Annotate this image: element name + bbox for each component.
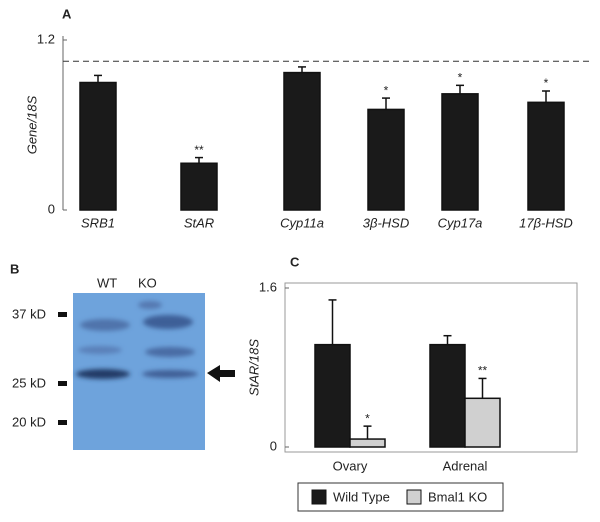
significance-label: *	[384, 83, 389, 97]
x-tick-label: Cyp17a	[438, 215, 483, 230]
marker-label: 25 kD	[12, 375, 46, 390]
marker-tick	[58, 312, 67, 317]
legend-label: Wild Type	[333, 489, 390, 504]
legend-swatch	[406, 489, 422, 505]
significance-label: *	[458, 71, 463, 85]
x-tick-label: 17β-HSD	[519, 215, 573, 230]
significance-label: **	[194, 143, 204, 157]
bar	[180, 162, 218, 211]
x-tick-label: Adrenal	[443, 458, 488, 473]
blot-panel: WT KO 37 kD 25 kD 20 kD B	[10, 261, 235, 450]
legend-label: Bmal1 KO	[428, 489, 487, 504]
y-tick-label: 1.6	[259, 279, 277, 294]
marker-tick	[58, 381, 67, 386]
x-tick-label: 3β-HSD	[363, 215, 409, 230]
bar	[349, 438, 386, 448]
bar	[527, 101, 565, 211]
blot-bands	[76, 301, 198, 379]
bar	[464, 397, 501, 448]
marker-label: 20 kD	[12, 414, 46, 429]
legend-box	[297, 482, 504, 512]
x-tick-label: StAR	[184, 215, 214, 230]
x-tick-label: SRB1	[81, 215, 115, 230]
significance-label: **	[478, 364, 488, 378]
y-axis-label: StAR/18S	[246, 339, 261, 396]
arrow	[207, 365, 235, 382]
marker-label: 37 kD	[12, 306, 46, 321]
y-tick-label: 1.2	[37, 31, 55, 46]
bar	[79, 81, 117, 211]
y-tick-label: 0	[48, 201, 55, 216]
plot-frame	[284, 282, 578, 453]
marker-tick	[58, 420, 67, 425]
bar	[429, 343, 466, 448]
panel-label: A	[62, 6, 72, 21]
significance-label: *	[544, 76, 549, 90]
panel-label: C	[290, 254, 300, 269]
panel-label: B	[10, 261, 19, 276]
bar	[441, 93, 479, 211]
significance-label: *	[365, 411, 370, 425]
y-axis-label: Gene/18S	[24, 95, 39, 154]
legend-swatch	[311, 489, 327, 505]
bar	[314, 343, 351, 448]
bar	[367, 108, 405, 211]
y-tick-label: 0	[270, 438, 277, 453]
lane-label: WT	[97, 275, 117, 290]
x-tick-label: Ovary	[333, 458, 368, 473]
lane-label: KO	[138, 275, 157, 290]
bar	[283, 71, 321, 211]
x-tick-label: Cyp11a	[280, 215, 324, 230]
